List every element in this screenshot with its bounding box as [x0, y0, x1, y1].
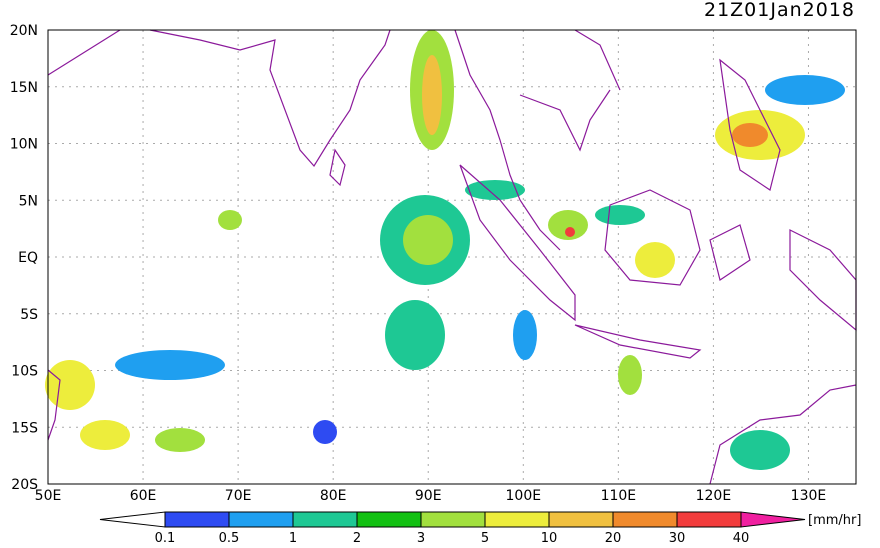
coastlines — [47, 29, 857, 485]
x-axis-label: 130E — [791, 488, 827, 504]
colorbar-segment — [484, 511, 550, 528]
y-axis-label: 15N — [10, 80, 38, 96]
y-axis-label: 15S — [11, 420, 38, 436]
colorbar-label: 20 — [605, 531, 622, 544]
x-axis-label: 120E — [696, 488, 732, 504]
x-axis-label: 60E — [130, 488, 157, 504]
rain-area — [155, 428, 205, 452]
rain-area — [218, 210, 242, 230]
rain-area — [513, 310, 537, 360]
colorbar-label: 0.5 — [219, 531, 240, 544]
colorbar-label: 3 — [417, 531, 425, 544]
coastline — [47, 29, 391, 168]
colorbar-segment — [228, 511, 294, 528]
rain-area — [45, 360, 95, 410]
rain-area — [385, 300, 445, 370]
coastline — [329, 148, 346, 187]
coastline — [574, 324, 702, 359]
colorbar-label: 2 — [353, 531, 361, 544]
y-axis-label: 20N — [10, 23, 38, 39]
rain-area — [422, 55, 442, 135]
rain-area — [565, 227, 575, 237]
x-axis-label: 70E — [225, 488, 252, 504]
x-axis-label: 110E — [601, 488, 637, 504]
colorbar-segment — [420, 511, 486, 528]
rain-area — [313, 420, 337, 444]
rain-area — [115, 350, 225, 380]
y-axis-label: 20S — [11, 477, 38, 493]
colorbar-label: 30 — [669, 531, 686, 544]
coastline — [719, 58, 781, 191]
rain-area — [80, 420, 130, 450]
rain-area — [635, 242, 675, 278]
rain-area — [403, 215, 453, 265]
rain-area — [595, 205, 645, 225]
coastline — [604, 189, 701, 286]
y-axis-label: EQ — [18, 250, 38, 266]
x-axis-label: 80E — [320, 488, 347, 504]
coastline — [709, 384, 857, 485]
colorbar-label: 40 — [733, 531, 750, 544]
y-axis-label: 10N — [10, 137, 38, 153]
precipitation — [45, 30, 845, 470]
coastline — [454, 29, 621, 251]
y-axis-label: 5N — [19, 193, 38, 209]
map-title: 21Z01Jan2018 — [704, 0, 855, 21]
colorbar-label: 10 — [541, 531, 558, 544]
colorbar-unit: [mm/hr] — [808, 513, 861, 528]
colorbar-label: 0.1 — [155, 531, 176, 544]
coastline — [459, 164, 576, 322]
colorbar-segment — [676, 511, 742, 528]
colorbar-label: 5 — [481, 531, 489, 544]
rain-area — [618, 355, 642, 395]
colorbar-segment — [356, 511, 422, 528]
rain-area — [732, 123, 768, 147]
x-axis-label: 90E — [415, 488, 442, 504]
x-axis-label: 50E — [35, 488, 62, 504]
coastline — [47, 369, 61, 441]
colorbar-segment — [612, 511, 678, 528]
rain-area — [548, 210, 588, 240]
y-axis-label: 10S — [11, 364, 38, 380]
y-axis-label: 5S — [20, 307, 38, 323]
rain-area — [730, 430, 790, 470]
colorbar-end — [740, 511, 806, 528]
rain-area — [465, 180, 525, 200]
x-axis-label: 100E — [506, 488, 542, 504]
colorbar-segment — [292, 511, 358, 528]
colorbar-label: 1 — [289, 531, 297, 544]
map-frame — [47, 29, 857, 485]
colorbar-segment — [164, 511, 230, 528]
colorbar — [99, 511, 806, 528]
colorbar-segment — [548, 511, 614, 528]
colorbar-end — [99, 511, 166, 528]
rain-area — [765, 75, 845, 105]
